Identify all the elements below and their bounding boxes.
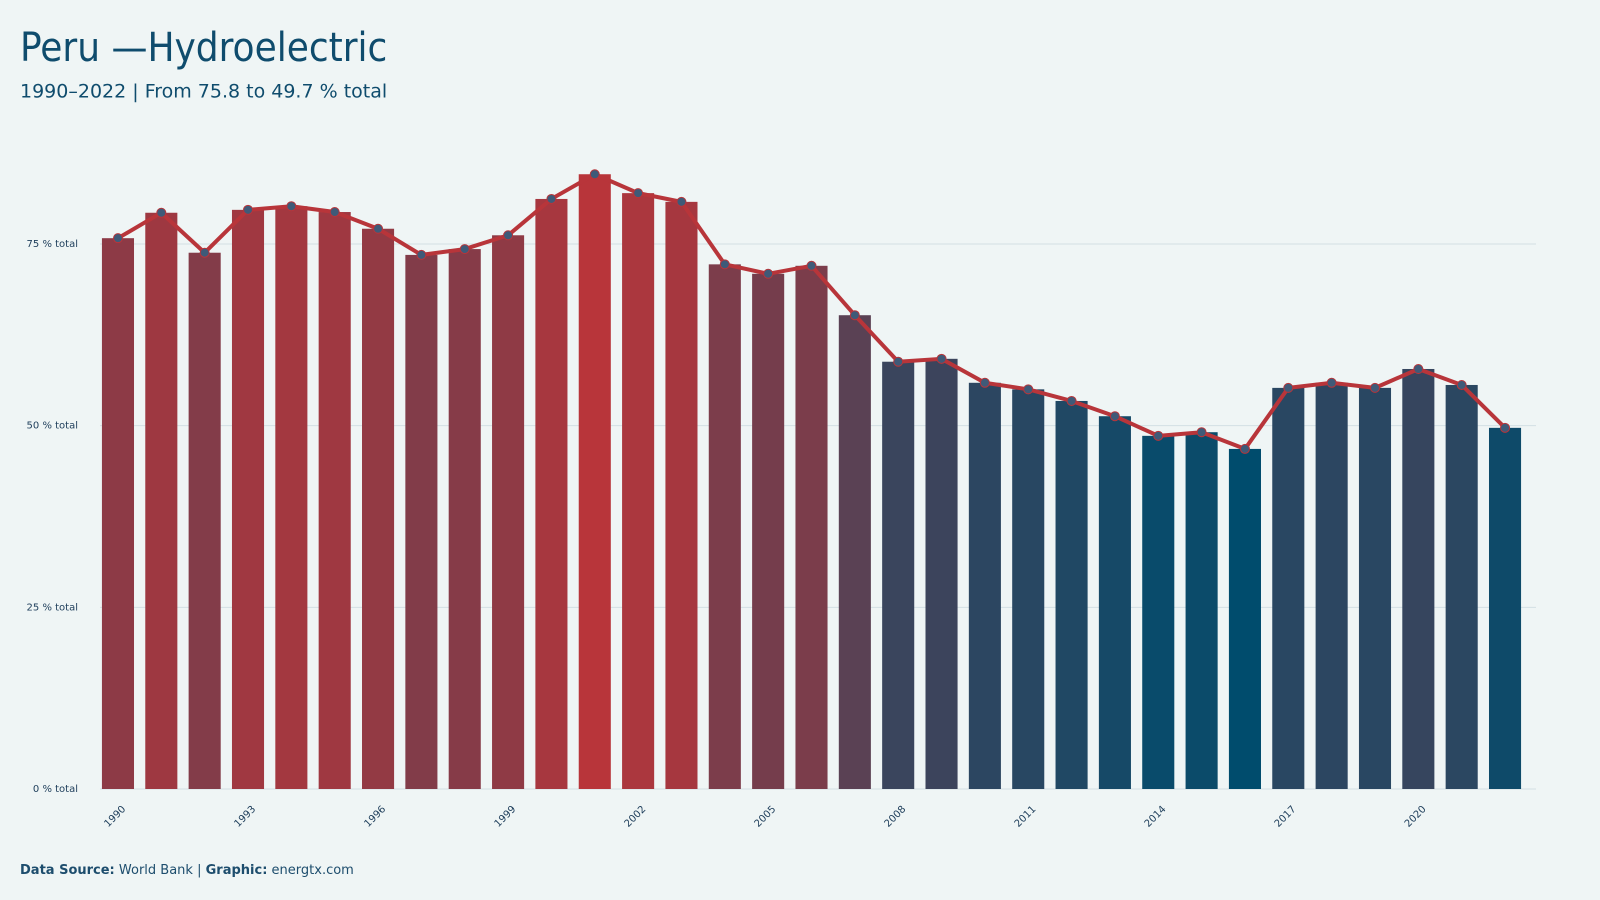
bar [1315, 382, 1348, 789]
y-tick-label: 50 % total [27, 421, 78, 432]
bar [752, 273, 785, 789]
footer-graphic: energtx.com [272, 863, 354, 878]
line-marker [503, 230, 514, 241]
bar [665, 201, 698, 789]
line-marker [936, 353, 947, 364]
bar [1012, 389, 1045, 789]
line-marker [1456, 379, 1467, 390]
bar [1142, 435, 1175, 789]
line-marker [1239, 443, 1250, 454]
bar [101, 238, 135, 790]
line-marker [1283, 382, 1294, 393]
line-marker [1369, 382, 1380, 393]
line-marker [1023, 384, 1034, 395]
line-marker [1109, 411, 1120, 422]
bar [1358, 387, 1392, 789]
line-marker [1196, 427, 1207, 438]
line-marker [1326, 377, 1337, 388]
line-marker [719, 259, 730, 270]
line-marker [849, 310, 860, 321]
bar [1055, 400, 1088, 789]
bar [1098, 416, 1131, 789]
line-marker [1153, 430, 1164, 441]
chart-subtitle: 1990–2022 | From 75.8 to 49.7 % total [20, 81, 387, 103]
footer-separator: | [197, 863, 201, 878]
bar [188, 252, 221, 790]
line-marker [329, 207, 340, 218]
line-marker [676, 196, 687, 207]
bar [578, 174, 611, 790]
bar [968, 382, 1001, 789]
bar [1445, 384, 1478, 789]
bar [448, 249, 481, 789]
bar [1402, 368, 1435, 789]
line-marker [416, 249, 427, 260]
line-marker [286, 201, 297, 212]
line-marker [1500, 422, 1511, 433]
line-marker [156, 207, 167, 218]
footer-source-label: Data Source: [20, 863, 115, 878]
bar [492, 235, 525, 789]
bar [882, 361, 915, 789]
line-marker [546, 193, 557, 204]
line-marker [1413, 363, 1424, 374]
line-marker [806, 260, 817, 271]
bar [145, 212, 178, 790]
bar [231, 209, 265, 789]
footer-graphic-label: Graphic: [206, 863, 268, 878]
line-marker [373, 223, 384, 234]
bar [795, 265, 828, 789]
line-marker [633, 188, 644, 199]
bar [1488, 427, 1522, 789]
y-tick-label: 0 % total [33, 784, 78, 795]
y-tick-label: 25 % total [27, 602, 78, 613]
footer-source: World Bank [119, 863, 194, 878]
line-marker [243, 204, 254, 215]
line-marker [589, 169, 600, 180]
bar [535, 198, 568, 790]
bar [1228, 448, 1261, 789]
line-marker [893, 356, 904, 367]
bar [708, 264, 741, 789]
bar [925, 358, 958, 789]
line-marker [112, 233, 123, 244]
bar [838, 315, 871, 789]
bar [405, 254, 438, 789]
y-tick-label: 75 % total [27, 239, 78, 250]
line-marker [979, 377, 990, 388]
bar [362, 228, 395, 790]
line-marker [459, 244, 470, 255]
chart-title: Peru —Hydroelectric [20, 25, 387, 71]
line-marker [1066, 395, 1077, 406]
bar [622, 193, 655, 790]
bar [1185, 432, 1218, 789]
bar [318, 212, 351, 789]
bar [275, 206, 308, 790]
line-marker [763, 268, 774, 279]
line-marker [199, 247, 210, 258]
bar [1272, 387, 1305, 789]
footer: Data Source: World Bank | Graphic: energ… [20, 863, 354, 878]
